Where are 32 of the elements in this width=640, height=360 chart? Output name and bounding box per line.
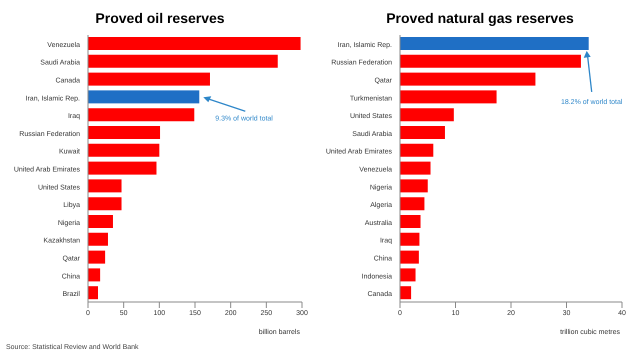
bar (88, 90, 200, 104)
bar (400, 162, 431, 175)
chart-title: Proved oil reserves (94, 10, 226, 26)
bar (88, 179, 122, 192)
bar (88, 268, 100, 282)
bar (88, 54, 278, 68)
bar (88, 232, 108, 246)
bar (400, 144, 434, 157)
bar (400, 126, 445, 139)
bar (400, 286, 412, 300)
bar (88, 144, 160, 157)
bar (88, 162, 156, 175)
bar (400, 37, 589, 50)
bar (400, 268, 416, 282)
bar (88, 108, 194, 122)
chart-title: Proved natural gas reserves (385, 10, 575, 26)
bar (400, 179, 428, 192)
bar (400, 215, 421, 228)
bar (400, 250, 419, 264)
bar (88, 197, 122, 210)
bar (400, 54, 581, 68)
bar (88, 126, 160, 139)
bar (400, 108, 454, 122)
bar (88, 286, 98, 300)
bar (88, 72, 210, 86)
bar (400, 232, 420, 246)
bar (88, 250, 106, 264)
bar (88, 37, 301, 50)
bar (88, 215, 113, 228)
bar (400, 90, 497, 104)
bar (400, 72, 536, 86)
bar (400, 197, 424, 210)
